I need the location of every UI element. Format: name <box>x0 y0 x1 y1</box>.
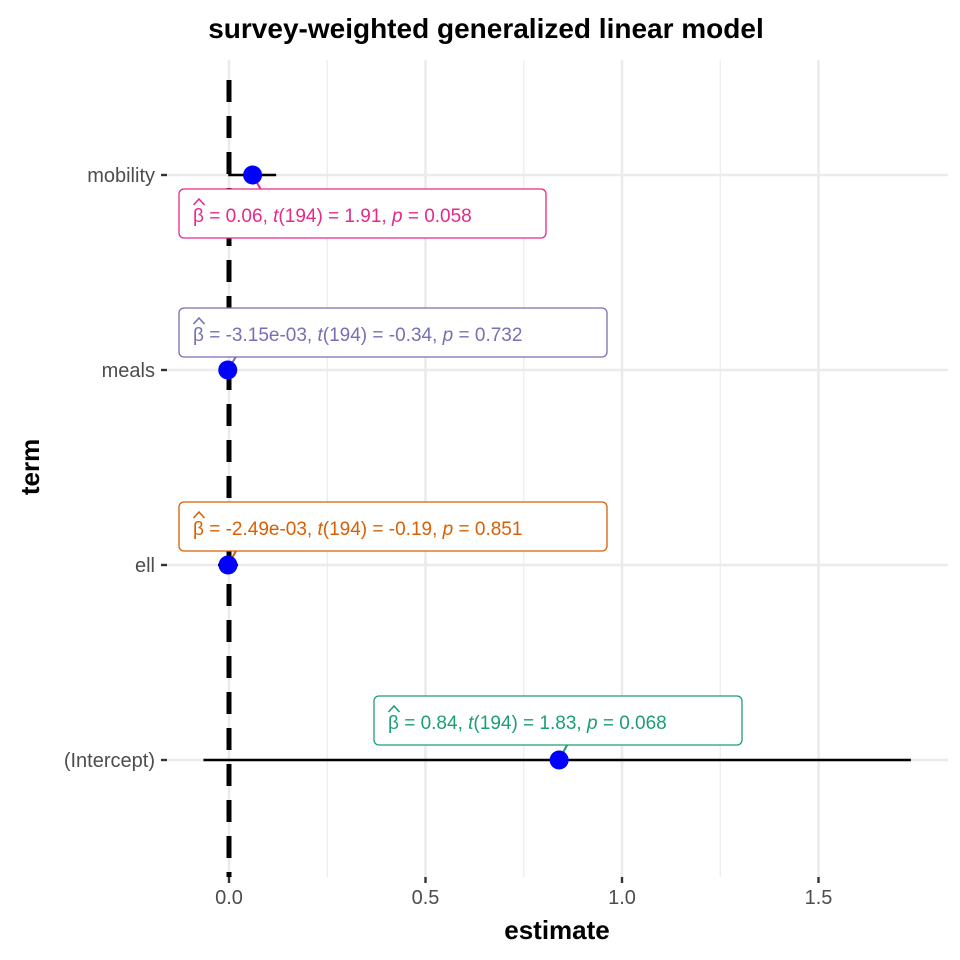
estimate-label-0: β = 0.06, t(194) = 1.91, p = 0.058 <box>178 188 547 239</box>
label-box <box>373 695 743 746</box>
x-tick-label-3: 1.5 <box>805 887 833 909</box>
beta-hat-mark <box>387 704 401 713</box>
estimate-point-2 <box>218 555 238 575</box>
label-text: β = -3.15e-03, t(194) = -0.34, p = 0.732 <box>193 325 522 346</box>
label-box <box>178 501 608 552</box>
x-axis-title: estimate <box>504 915 610 945</box>
estimate-label-2: β = -2.49e-03, t(194) = -0.19, p = 0.851 <box>178 501 608 552</box>
x-axis: 0.0 0.5 1.0 1.5 <box>215 877 832 909</box>
estimate-point-0 <box>243 165 263 185</box>
x-tick-label-2: 1.0 <box>608 887 636 909</box>
estimate-labels: β = 0.06, t(194) = 1.91, p = 0.058 β = -3… <box>178 188 743 746</box>
estimate-points <box>218 165 569 770</box>
estimate-point-3 <box>549 750 569 770</box>
y-tick-label-0: mobility <box>87 165 155 187</box>
y-tick-label-1: meals <box>102 360 155 382</box>
y-tick-label-3: (Intercept) <box>64 750 155 772</box>
label-box <box>178 307 608 358</box>
y-tick-label-2: ell <box>135 555 155 577</box>
estimate-point-1 <box>218 360 238 380</box>
estimate-label-1: β = -3.15e-03, t(194) = -0.34, p = 0.732 <box>178 307 608 358</box>
x-tick-label-0: 0.0 <box>215 887 243 909</box>
label-text: β = 0.06, t(194) = 1.91, p = 0.058 <box>193 206 472 227</box>
x-tick-label-1: 0.5 <box>412 887 440 909</box>
beta-hat-mark <box>192 197 206 206</box>
y-axis-title: term <box>15 439 45 495</box>
beta-hat-mark <box>192 510 206 519</box>
beta-hat-mark <box>192 316 206 325</box>
chart-title: survey-weighted generalized linear model <box>208 13 764 44</box>
label-text: β = -2.49e-03, t(194) = -0.19, p = 0.851 <box>193 519 522 540</box>
label-box <box>178 188 547 239</box>
estimate-label-3: β = 0.84, t(194) = 1.83, p = 0.068 <box>373 695 743 746</box>
label-text: β = 0.84, t(194) = 1.83, p = 0.068 <box>388 713 667 734</box>
y-axis: mobility meals ell (Intercept) <box>64 165 167 772</box>
